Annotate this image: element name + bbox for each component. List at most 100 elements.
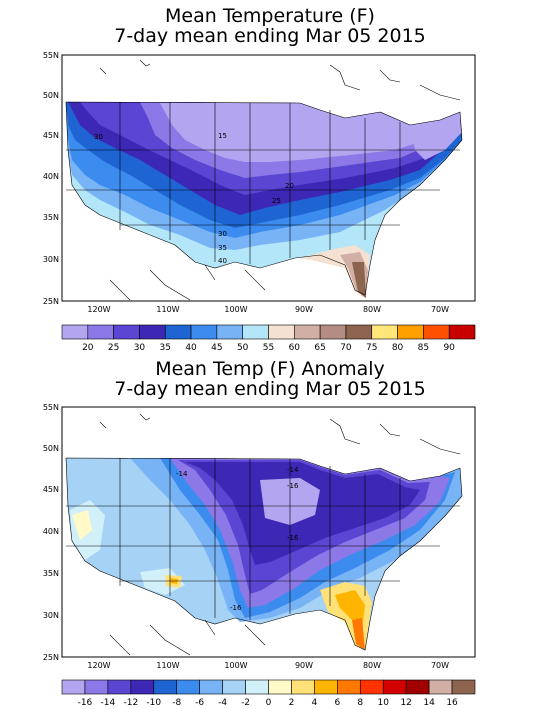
colorbar-swatch [107, 679, 132, 695]
colorbar-label: 50 [237, 343, 249, 350]
colorbar-label: 40 [185, 343, 197, 350]
colorbar-swatch [423, 324, 450, 340]
colorbar-swatch [337, 679, 361, 695]
contour-label: -14 [176, 470, 188, 478]
colorbar-swatch [345, 324, 373, 340]
colorbar-label: 45 [211, 343, 222, 350]
colorbar-label: 20 [82, 343, 94, 350]
colorbar-swatch [382, 679, 407, 695]
colorbar-label: 12 [400, 698, 411, 708]
lon-tick-label: 120W [87, 661, 110, 670]
colorbar-swatch [359, 679, 384, 695]
colorbar-swatch [61, 679, 86, 695]
panel1-subtitle: 7-day mean ending Mar 05 2015 [114, 25, 426, 47]
colorbar-swatch [216, 324, 243, 340]
panel2-title: Mean Temp (F) Anomaly [155, 358, 385, 380]
contour-label: 15 [218, 132, 227, 140]
contour-label: 30 [94, 133, 103, 141]
colorbar-swatch [428, 679, 453, 695]
colorbar-swatch [199, 679, 223, 695]
colorbar-swatch [87, 324, 114, 340]
lat-tick-label: 35N [43, 569, 59, 578]
colorbar-label: 2 [289, 698, 295, 708]
coastlines [99, 413, 461, 656]
lat-tick-label: 25N [43, 297, 59, 306]
state-boundaries [65, 457, 463, 651]
colorbar-label: -6 [195, 698, 204, 708]
colorbar-label: 25 [108, 343, 119, 350]
colorbar-label: 10 [377, 698, 389, 708]
colorbar-swatch [319, 324, 347, 340]
colorbar-label: 55 [263, 343, 274, 350]
contour-label: -14 [287, 466, 299, 474]
colorbar-swatch [130, 679, 155, 695]
colorbar-label: -10 [146, 698, 161, 708]
colorbar-label: -16 [78, 698, 93, 708]
colorbar-swatch [222, 679, 246, 695]
contour-labels: 30 15 20 25 30 35 40 [94, 132, 294, 265]
colorbar-swatch [113, 324, 140, 340]
colorbar-label: -12 [123, 698, 138, 708]
anomaly-colorbar: -16 -14 -12 -10 -8 -6 -4 -2 0 2 4 6 8 10 12 14 16 [61, 679, 476, 708]
colorbar-swatch [291, 679, 315, 695]
lat-tick-label: 50N [43, 444, 59, 453]
colorbar-swatch [245, 679, 269, 695]
colorbar-swatch [314, 679, 338, 695]
lat-tick-label: 25N [43, 653, 59, 662]
colorbar-label: 60 [289, 343, 301, 350]
colorbar-swatch [268, 324, 295, 340]
colorbar-label: 14 [423, 698, 435, 708]
lon-tick-label: 110W [156, 661, 179, 670]
colorbar-label: 80 [392, 343, 404, 350]
contour-label: 25 [272, 197, 281, 205]
colorbar-swatch [451, 679, 476, 695]
colorbar-swatch [164, 324, 192, 340]
colorbar-label: 65 [314, 343, 325, 350]
colorbar-swatch [405, 679, 430, 695]
lat-tick-label: 45N [43, 131, 59, 140]
anomaly-map: -14 -14 -16 -16 -16 55N 50N 45N 40N 35N … [43, 403, 476, 708]
lon-tick-label: 110W [156, 305, 179, 314]
lon-tick-label: 100W [224, 305, 247, 314]
lat-tick-label: 55N [43, 403, 59, 412]
lat-tick-label: 50N [43, 91, 59, 100]
lat-tick-label: 30N [43, 255, 59, 264]
contour-label: -16 [287, 482, 299, 490]
colorbar-swatch [139, 324, 166, 340]
lon-tick-label: 70W [431, 661, 449, 670]
contour-label: 20 [285, 182, 294, 190]
panel2-subtitle: 7-day mean ending Mar 05 2015 [114, 378, 426, 400]
panel1-title: Mean Temperature (F) [165, 5, 375, 27]
colorbar-label: 4 [312, 698, 318, 708]
lon-tick-label: 90W [295, 661, 313, 670]
contour-label: -16 [230, 604, 242, 612]
colorbar-swatch [190, 324, 218, 340]
lat-tick-label: 30N [43, 611, 59, 620]
lat-tick-label: 45N [43, 485, 59, 494]
lat-tick-label: 40N [43, 172, 59, 181]
lon-axis: 120W 110W 100W 90W 80W 70W [87, 661, 449, 670]
colorbar-swatch [448, 324, 476, 340]
contour-label: -16 [287, 534, 299, 542]
colorbar-label: 0 [266, 698, 272, 708]
colorbar-swatch [153, 679, 178, 695]
colorbar-label: 6 [334, 698, 340, 708]
colorbar-label: 85 [418, 343, 429, 350]
colorbar-label: -2 [241, 698, 250, 708]
coastlines [99, 59, 461, 301]
colorbar-label: -4 [218, 698, 227, 708]
contour-label: 35 [218, 244, 227, 252]
colorbar-label: -8 [172, 698, 181, 708]
lon-axis: 120W 110W 100W 90W 80W 70W [87, 305, 449, 314]
colorbar-label: 90 [443, 343, 455, 350]
colorbar-label: 30 [134, 343, 146, 350]
colorbar-swatch [242, 324, 269, 340]
lon-tick-label: 80W [363, 305, 381, 314]
colorbar-label: 70 [340, 343, 352, 350]
colorbar-swatch [371, 324, 398, 340]
lat-tick-label: 35N [43, 213, 59, 222]
colorbar-label: 35 [160, 343, 171, 350]
lat-axis: 55N 50N 45N 40N 35N 30N 25N [43, 403, 59, 662]
contour-labels: -14 -14 -16 -16 -16 [176, 466, 299, 612]
lon-tick-label: 100W [224, 661, 247, 670]
